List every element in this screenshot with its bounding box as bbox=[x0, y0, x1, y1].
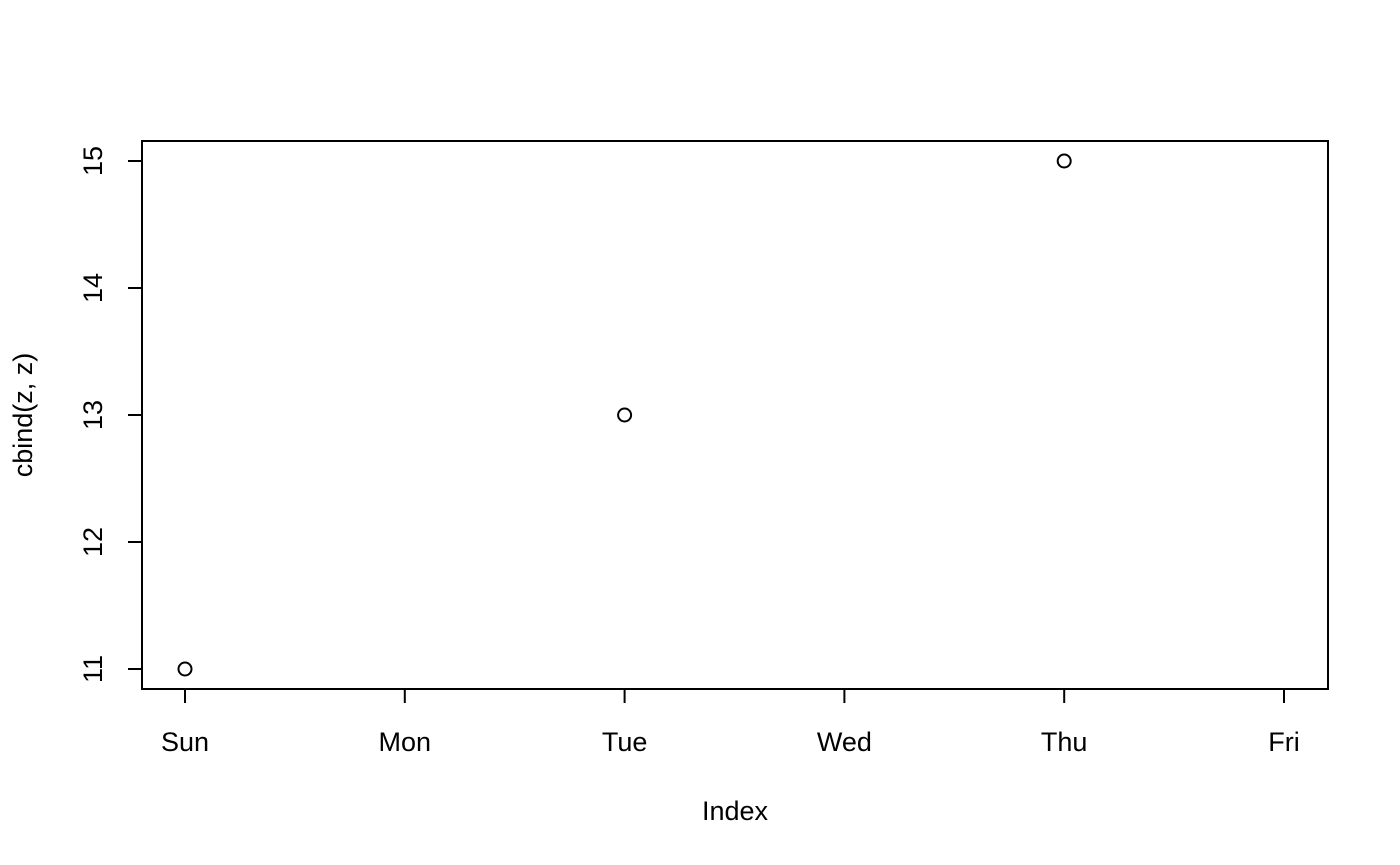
x-axis-title: Index bbox=[702, 796, 769, 826]
y-tick-label-11: 11 bbox=[78, 655, 108, 683]
plot-frame bbox=[141, 140, 1329, 690]
data-point-1 bbox=[617, 407, 633, 423]
y-tick-label-14: 14 bbox=[78, 273, 108, 303]
y-tick-label-12: 12 bbox=[78, 527, 108, 557]
x-tick-label-wed: Wed bbox=[817, 727, 872, 757]
x-axis: Sun Mon Tue Wed Thu Fri bbox=[161, 688, 1300, 757]
y-axis: 11 12 13 14 15 bbox=[78, 146, 143, 683]
x-tick-label-tue: Tue bbox=[602, 727, 648, 757]
x-tick-label-sun: Sun bbox=[161, 727, 209, 757]
data-point-0 bbox=[177, 661, 193, 677]
data-point-2 bbox=[1056, 153, 1072, 169]
y-axis-title: cbind(z, z) bbox=[8, 353, 38, 478]
data-points bbox=[177, 153, 1072, 677]
y-tick-label-15: 15 bbox=[78, 146, 108, 176]
x-tick-label-fri: Fri bbox=[1268, 727, 1299, 757]
x-tick-label-thu: Thu bbox=[1041, 727, 1088, 757]
x-tick-label-mon: Mon bbox=[379, 727, 432, 757]
y-tick-label-13: 13 bbox=[78, 400, 108, 430]
